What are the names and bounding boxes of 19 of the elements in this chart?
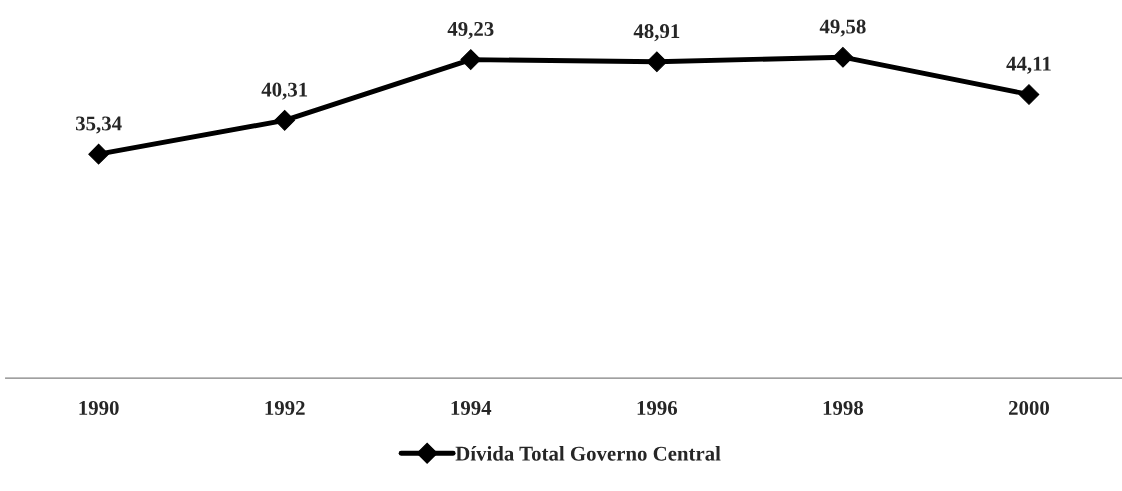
point bbox=[1018, 84, 1040, 105]
data-label: 49,23 bbox=[447, 21, 494, 39]
data-label: 49,58 bbox=[819, 19, 866, 37]
x-tick-label: 1996 bbox=[637, 400, 678, 415]
data-label: 48,91 bbox=[633, 24, 680, 42]
x-tick-label: 1994 bbox=[451, 400, 492, 415]
data-label: 35,34 bbox=[75, 116, 122, 134]
x-tick-label: 1992 bbox=[265, 400, 305, 415]
point bbox=[460, 49, 482, 70]
point bbox=[88, 143, 109, 165]
data-label: 44,11 bbox=[1006, 56, 1051, 74]
x-tick-label: 1990 bbox=[79, 400, 119, 415]
legend-label: Dívida Total Governo Central bbox=[455, 446, 721, 461]
point bbox=[274, 109, 296, 131]
point bbox=[832, 46, 854, 68]
x-tick-label: 2000 bbox=[1009, 400, 1050, 415]
point bbox=[646, 51, 668, 73]
x-tick-label: 1998 bbox=[823, 400, 864, 415]
data-label: 40,31 bbox=[261, 82, 308, 100]
